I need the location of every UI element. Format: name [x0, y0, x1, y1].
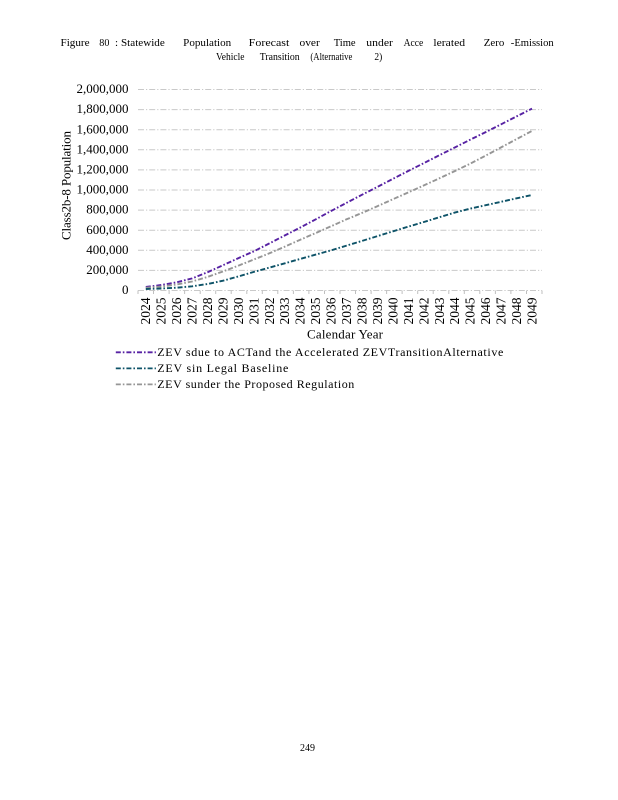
- svg-text:2048: 2048: [509, 297, 524, 324]
- svg-text:2028: 2028: [200, 297, 215, 324]
- svg-text:2030: 2030: [231, 297, 246, 324]
- svg-text:200,000: 200,000: [86, 262, 128, 277]
- svg-text:Acce: Acce: [404, 37, 424, 49]
- svg-text:Transition: Transition: [260, 51, 301, 63]
- svg-text:2037: 2037: [339, 297, 354, 324]
- svg-text:2025: 2025: [154, 297, 169, 324]
- svg-text:800,000: 800,000: [86, 202, 128, 217]
- svg-text:Time: Time: [334, 37, 356, 49]
- svg-text:Statewide: Statewide: [121, 37, 165, 49]
- svg-text:2027: 2027: [185, 297, 200, 324]
- svg-text:-Emission: -Emission: [511, 37, 554, 49]
- svg-text:2036: 2036: [324, 297, 339, 324]
- svg-text:2047: 2047: [494, 297, 509, 324]
- svg-text:0: 0: [122, 282, 129, 297]
- svg-text:2034: 2034: [293, 297, 308, 324]
- svg-text:400,000: 400,000: [86, 242, 128, 257]
- svg-text:2035: 2035: [308, 297, 323, 324]
- svg-text:Figure: Figure: [61, 37, 90, 49]
- svg-text:ZEV sunder the Proposed Regul: ZEV sunder the Proposed Regulation: [157, 377, 354, 391]
- svg-text:249: 249: [300, 743, 315, 754]
- svg-text:2044: 2044: [447, 297, 462, 324]
- svg-text:2041: 2041: [401, 298, 416, 325]
- svg-text:2033: 2033: [277, 297, 292, 324]
- svg-text:2032: 2032: [262, 298, 277, 325]
- svg-text:under: under: [366, 37, 393, 49]
- svg-text:Forecast: Forecast: [249, 37, 290, 49]
- svg-text:Population: Population: [183, 37, 232, 49]
- svg-text:2039: 2039: [370, 297, 385, 324]
- svg-text:Zero: Zero: [484, 37, 505, 49]
- svg-text:2049: 2049: [524, 297, 539, 324]
- svg-text:1,400,000: 1,400,000: [77, 141, 129, 156]
- svg-text:2024: 2024: [138, 297, 153, 324]
- svg-text:over: over: [300, 37, 321, 49]
- svg-text:2): 2): [374, 51, 382, 63]
- svg-text:600,000: 600,000: [86, 222, 128, 237]
- svg-text:1,600,000: 1,600,000: [77, 121, 129, 136]
- svg-text:1,800,000: 1,800,000: [77, 101, 129, 116]
- svg-text:Vehicle: Vehicle: [216, 51, 245, 63]
- svg-text:80: 80: [99, 37, 110, 49]
- svg-text:Calendar Year: Calendar Year: [307, 326, 384, 341]
- svg-text:(Alternative: (Alternative: [310, 51, 352, 63]
- svg-text:2031: 2031: [246, 298, 261, 325]
- svg-text::: :: [115, 37, 118, 49]
- svg-text:1,200,000: 1,200,000: [77, 162, 129, 177]
- svg-text:2045: 2045: [463, 297, 478, 324]
- svg-text:2,000,000: 2,000,000: [77, 81, 129, 96]
- svg-text:ZEV sin Legal Baseline: ZEV sin Legal Baseline: [157, 361, 288, 375]
- svg-text:2029: 2029: [216, 297, 231, 324]
- svg-text:2046: 2046: [478, 297, 493, 324]
- svg-text:2038: 2038: [355, 297, 370, 324]
- svg-text:2043: 2043: [432, 297, 447, 324]
- svg-text:lerated: lerated: [433, 37, 465, 49]
- svg-text:Class2b-8 Population: Class2b-8 Population: [59, 131, 74, 241]
- svg-text:2042: 2042: [416, 298, 431, 325]
- svg-text:ZEV sdue to ACTand the Acceler: ZEV sdue to ACTand the Accelerated ZEVTr…: [157, 345, 503, 359]
- svg-text:2026: 2026: [169, 297, 184, 324]
- svg-text:1,000,000: 1,000,000: [77, 182, 129, 197]
- svg-text:2040: 2040: [385, 297, 400, 324]
